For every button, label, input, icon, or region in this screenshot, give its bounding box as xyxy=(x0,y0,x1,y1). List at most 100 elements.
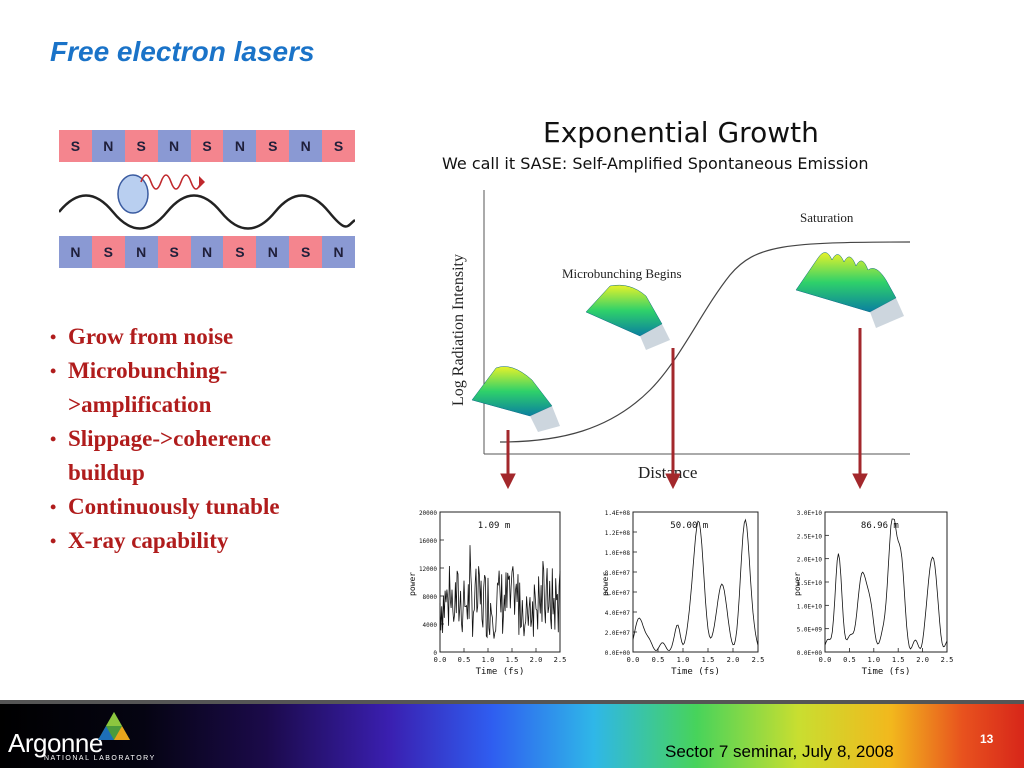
power-plot-2: 0.0E+00 2.0E+07 4.0E+07 6.0E+07 8.0E+07 1.0E+… xyxy=(601,510,764,677)
growth-curve xyxy=(499,241,911,443)
y-axis-label: power xyxy=(408,572,417,596)
x-tick-label: 2.0 xyxy=(727,656,740,664)
y-tick-label: 1.4E+08 xyxy=(605,510,631,517)
y-axis-label: power xyxy=(601,572,610,596)
label-microbunching: Microbunching Begins xyxy=(562,266,682,281)
x-axis-label: Time (fs) xyxy=(862,667,911,677)
x-tick-label: 1.0 xyxy=(482,656,495,664)
x-tick-label: 0.5 xyxy=(652,656,665,664)
magnet-pole: N xyxy=(223,130,257,162)
x-axis-label: Time (fs) xyxy=(476,667,525,677)
power-curve xyxy=(439,545,561,639)
magnet-pole: N xyxy=(190,236,224,268)
x-tick-label: 2.0 xyxy=(530,656,543,664)
y-tick-label: 2.5E+10 xyxy=(797,533,823,540)
saturation-bunch-surface xyxy=(795,252,904,328)
magnet-pole: N xyxy=(124,236,158,268)
y-tick-label: 1.0E+08 xyxy=(605,550,631,557)
y-tick-label: 8000 xyxy=(423,594,438,601)
y-tick-label: 20000 xyxy=(419,510,437,517)
arrow-to-plot-3 xyxy=(852,328,868,490)
magnet-pole: S xyxy=(223,236,257,268)
y-tick-label: 1.2E+08 xyxy=(605,530,631,537)
arrow-to-plot-1 xyxy=(500,430,516,490)
arrow-to-plot-2 xyxy=(665,348,681,490)
position-label: 1.09 m xyxy=(478,521,511,531)
power-plot-3: 0.0E+00 5.0E+09 1.0E+10 1.5E+10 2.0E+10 2.5E+… xyxy=(793,510,953,677)
microbunching-bunch-surface xyxy=(585,284,670,350)
slide-title: Free electron lasers xyxy=(50,36,315,67)
y-tick-label: 6.0E+07 xyxy=(605,590,631,597)
argonne-logo-text: Argonne xyxy=(8,728,103,758)
y-tick-label: 2.0E+10 xyxy=(797,557,823,564)
y-axis-label: power xyxy=(793,572,802,596)
x-tick-label: 0.0 xyxy=(819,656,832,664)
y-tick-label: 4.0E+07 xyxy=(605,610,631,617)
growth-subtitle: We call it SASE: Self-Amplified Spontane… xyxy=(442,154,869,173)
y-tick-label: 0 xyxy=(433,650,437,657)
x-tick-label: 2.5 xyxy=(752,656,765,664)
power-vs-time-plots: 0 4000 8000 12000 16000 20000 0.0 0.5 1.0 1.5 2.0 2… xyxy=(408,510,953,677)
x-tick-label: 1.5 xyxy=(892,656,905,664)
magnet-pole: S xyxy=(190,130,224,162)
footer-gradient-bar xyxy=(0,700,1024,768)
power-curve xyxy=(824,518,948,650)
bullet-item: Continuously tunable xyxy=(50,490,350,524)
y-axis-label: Log Radiation Intensity xyxy=(450,254,467,406)
y-tick-label: 2.0E+07 xyxy=(605,630,631,637)
growth-title: Exponential Growth xyxy=(543,116,819,149)
y-tick-label: 8.0E+07 xyxy=(605,570,631,577)
magnet-pole: S xyxy=(91,236,125,268)
bullet-item: Slippage->coherence buildup xyxy=(50,422,350,490)
y-tick-label: 12000 xyxy=(419,566,437,573)
noise-bunch-surface xyxy=(471,366,560,432)
plot-frame xyxy=(632,511,759,653)
x-tick-label: 0.5 xyxy=(843,656,856,664)
magnet-pole: N xyxy=(59,236,92,268)
y-tick-label: 0.0E+00 xyxy=(605,650,631,657)
x-tick-label: 0.5 xyxy=(458,656,471,664)
sase-growth-diagram: Log Radiation Intensity Distance Microbu… xyxy=(450,190,911,490)
x-tick-label: 1.0 xyxy=(867,656,880,664)
electron-bunch xyxy=(117,174,149,214)
x-tick-label: 1.5 xyxy=(702,656,715,664)
x-tick-label: 2.5 xyxy=(554,656,567,664)
emitted-radiation xyxy=(140,174,202,190)
magnet-pole: N xyxy=(289,130,323,162)
y-tick-label: 3.0E+10 xyxy=(797,510,823,517)
x-tick-label: 2.0 xyxy=(916,656,929,664)
magnet-pole: N xyxy=(157,130,191,162)
position-label: 50.00 m xyxy=(670,521,708,531)
x-axis-label: Distance xyxy=(638,463,697,482)
event-footer-text: Sector 7 seminar, July 8, 2008 xyxy=(665,742,894,761)
y-tick-label: 0.0E+00 xyxy=(797,650,823,657)
y-tick-label: 5.0E+09 xyxy=(797,627,823,634)
magnet-pole: S xyxy=(322,130,356,162)
electron-trajectory xyxy=(59,194,355,230)
bullet-item: Grow from noise xyxy=(50,320,350,354)
x-tick-label: 1.0 xyxy=(677,656,690,664)
power-plot-1: 0 4000 8000 12000 16000 20000 0.0 0.5 1.0 1.5 2.0 2… xyxy=(408,510,566,677)
power-curve xyxy=(632,518,759,652)
footer: Argonne NATIONAL LABORATORY Sector 7 sem… xyxy=(0,700,1024,768)
position-label: 86.96 m xyxy=(861,521,899,531)
x-tick-label: 2.5 xyxy=(941,656,954,664)
bullet-item: X-ray capability xyxy=(50,524,350,558)
undulator-wave-diagram xyxy=(59,174,355,230)
bullet-item: Microbunching->amplification xyxy=(50,354,350,422)
bullet-list: Grow from noiseMicrobunching->amplificat… xyxy=(50,320,350,558)
magnet-pole: S xyxy=(256,130,290,162)
x-axis-label: Time (fs) xyxy=(671,667,720,677)
y-tick-label: 4000 xyxy=(423,622,438,629)
magnet-pole: N xyxy=(91,130,125,162)
argonne-logo-icon xyxy=(98,712,130,740)
magnet-pole: S xyxy=(59,130,92,162)
argonne-logo-subtitle: NATIONAL LABORATORY xyxy=(44,755,156,762)
page-number: 13 xyxy=(980,732,994,746)
plot-frame xyxy=(439,511,561,653)
y-tick-label: 1.5E+10 xyxy=(797,580,823,587)
magnet-pole: N xyxy=(322,236,356,268)
magnet-pole: S xyxy=(157,236,191,268)
